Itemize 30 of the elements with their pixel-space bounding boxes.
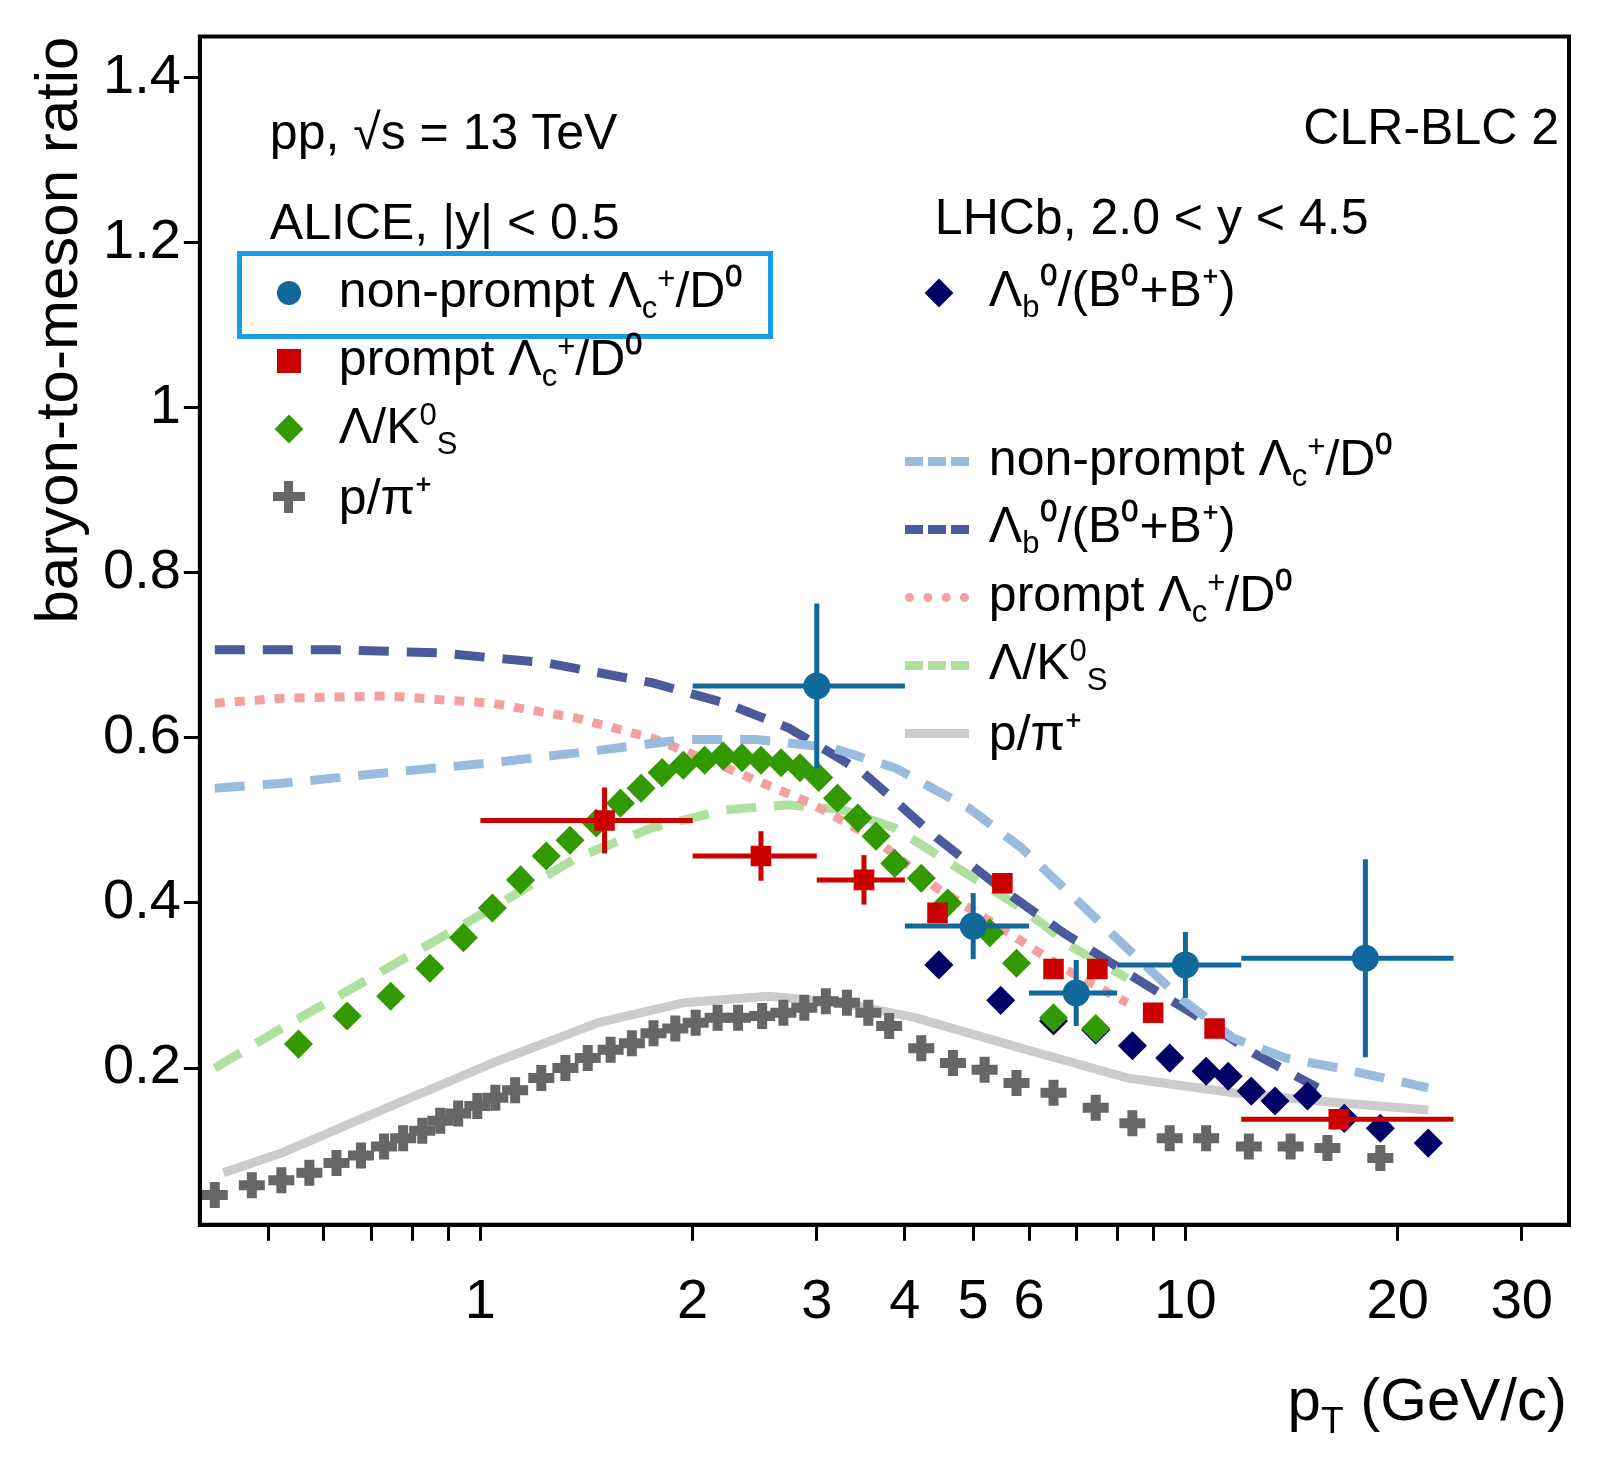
legend-label: p/π⁺ (338, 468, 433, 525)
legend-label: Λ$_{b}$⁰/(B⁰+B⁺) (988, 496, 1236, 560)
x-tick-label: 6 (1013, 1266, 1045, 1330)
annotation: CLR-BLC 2 (1303, 98, 1559, 155)
x-axis-title: p$_{T}$ (GeV/c) (1287, 1366, 1567, 1441)
x-tick-label: 4 (889, 1266, 921, 1330)
x-tick-label: 30 (1490, 1266, 1553, 1330)
x-tick-label: 3 (801, 1266, 833, 1330)
y-tick-label: 0.8 (102, 537, 181, 601)
y-tick-label: 0.4 (102, 867, 181, 931)
legend-label: prompt Λ$_{c}$$^{+}$/D⁰ (988, 564, 1294, 629)
legend-label: non-prompt Λ$_{c}$$^{+}$/D⁰ (338, 260, 744, 325)
y-tick-label: 0.2 (102, 1032, 181, 1096)
x-tick-label: 5 (957, 1266, 989, 1330)
legend-label: Λ$_{b}$⁰/(B⁰+B⁺) (988, 260, 1236, 324)
y-tick-label: 1.2 (102, 207, 181, 271)
annotation: pp, √s = 13 TeV (269, 103, 618, 160)
y-tick-label: 1 (149, 372, 181, 436)
x-tick-label: 1 (464, 1266, 496, 1330)
annotation: ALICE, |y| < 0.5 (269, 193, 620, 250)
legend-label: non-prompt Λ$_{c}$$^{+}$/D⁰ (988, 428, 1394, 493)
y-tick-label: 0.6 (102, 702, 181, 766)
legend-label: p/π⁺ (988, 704, 1083, 761)
x-tick-label: 2 (677, 1266, 709, 1330)
annotation: LHCb, 2.0 < y < 4.5 (934, 188, 1369, 245)
x-tick-label: 20 (1366, 1266, 1429, 1330)
x-tick-label: 10 (1154, 1266, 1217, 1330)
y-tick-label: 1.4 (102, 42, 181, 106)
legend-label: prompt Λ$_{c}$$^{+}$/D⁰ (338, 328, 644, 393)
y-axis-title: baryon-to-meson ratio (22, 36, 90, 624)
